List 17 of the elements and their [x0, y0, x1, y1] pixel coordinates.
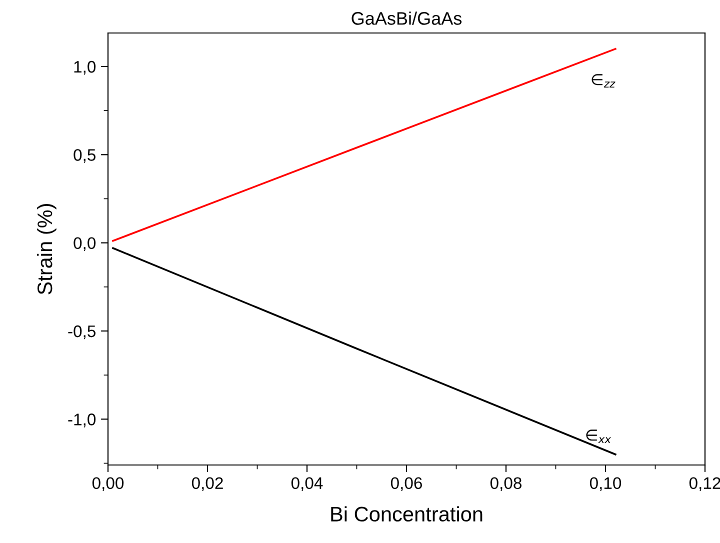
x-tick-label: 0,08 [490, 477, 522, 492]
x-tick-label: 0,06 [390, 477, 422, 492]
chart-title: GaAsBi/GaAs [352, 12, 462, 25]
y-tick-label: -0,5 [68, 325, 96, 340]
x-tick-label: 0,02 [192, 477, 223, 492]
x-tick-label: 0,12 [689, 477, 720, 492]
annotation: ∈$_{xx}$ [586, 430, 612, 444]
y-tick-label: 1,0 [74, 60, 96, 75]
y-tick-label: -1,0 [68, 414, 96, 428]
x-tick-label: 0,04 [291, 477, 323, 492]
y-tick-label: 0,0 [74, 237, 96, 251]
y-tick-label: 0,5 [74, 149, 96, 163]
y-axis-title: Strain (%) [36, 204, 56, 294]
x-tick-label: 0,00 [92, 477, 124, 492]
x-axis-title: Bi Concentration [331, 506, 482, 522]
x-tick-label: 0,10 [590, 477, 622, 492]
annotation: ∈$_{zz}$ [592, 74, 616, 88]
